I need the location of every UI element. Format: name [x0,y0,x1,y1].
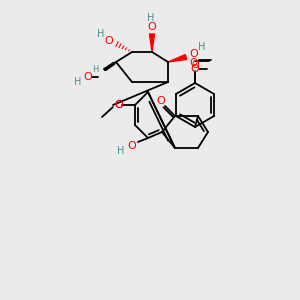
Text: O: O [115,100,123,110]
Polygon shape [168,55,187,62]
Text: O: O [190,64,200,74]
Text: H: H [74,77,82,87]
Text: O: O [148,22,156,32]
Text: O: O [157,96,165,106]
Text: O: O [191,60,199,70]
Text: O: O [105,36,113,46]
Text: O: O [84,72,92,82]
Text: O: O [128,141,136,151]
Text: O: O [190,49,198,59]
Text: H: H [97,29,105,39]
Text: H: H [92,65,98,74]
Text: H: H [198,42,206,52]
Text: H: H [147,13,155,23]
Text: O: O [115,100,123,110]
Text: O: O [189,58,197,68]
Polygon shape [149,34,154,52]
Text: H: H [117,146,125,156]
